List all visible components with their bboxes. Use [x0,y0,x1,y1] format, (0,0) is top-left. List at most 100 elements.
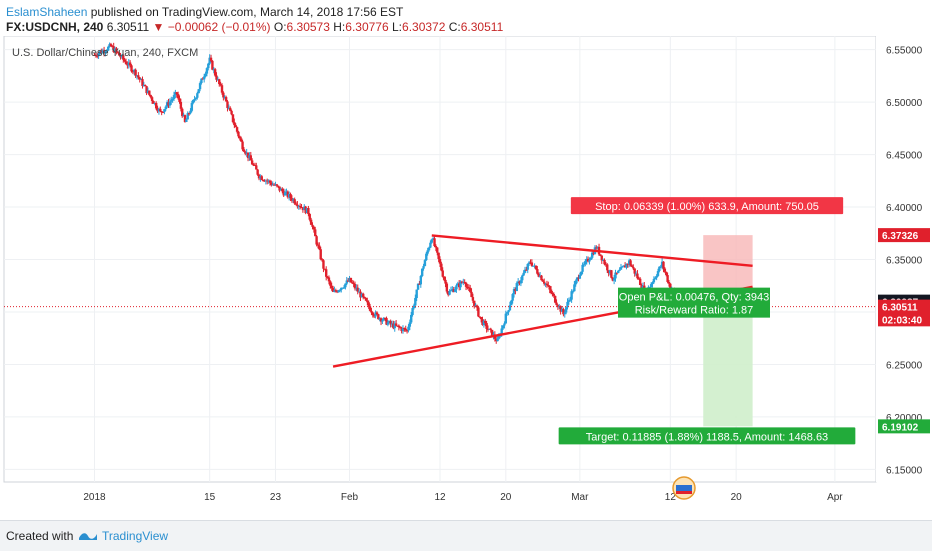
candle-body [619,267,623,270]
candle-body [352,283,355,285]
author-link[interactable]: EslamShaheen [6,5,88,19]
candle-body [453,289,457,292]
candle-body [274,184,277,186]
candle-body [527,262,531,264]
candle-body [216,79,220,81]
candle-body [235,127,239,132]
price-axis[interactable]: 6.550006.500006.450006.400006.350006.300… [876,36,932,482]
candle-body [563,312,566,315]
candle-body [507,310,510,313]
candle-body [504,313,508,324]
candle-body [430,239,433,243]
candle-body [292,199,295,201]
candle-body [113,48,117,53]
candle-body [351,282,354,284]
price-tag-bg [878,419,930,434]
candle-body [283,192,287,196]
price-chart[interactable]: Stop: 0.06339 (1.00%) 633.9, Amount: 750… [0,36,932,520]
candle-body [522,272,525,276]
candle-body [638,278,642,286]
candle-body [600,255,603,261]
candle-body [229,107,232,111]
candle-body [211,60,214,70]
tradingview-brand-link[interactable]: TradingView [102,529,169,543]
candle-body [202,76,206,80]
candle-body [447,291,450,295]
candle-body [233,122,236,126]
tradingview-logo-icon[interactable] [78,529,98,543]
candle-body [588,259,591,262]
candle-body [503,323,506,326]
candle-body [174,92,177,96]
last-price: 6.30511 [106,20,150,34]
candle-body [426,250,429,254]
candle-body [658,266,661,272]
candle-body [192,100,195,104]
price-tag: 6.37326 [882,231,919,242]
candle-body [346,280,350,282]
candle-body [278,186,281,191]
candle-body [567,300,571,302]
candle-body [569,299,572,301]
candle-body [325,269,328,277]
candle-body [241,141,244,150]
candle-body [309,219,313,225]
candle-body [543,281,546,284]
candle-body [536,269,539,274]
candle-body [508,305,512,311]
candle-body [201,78,205,80]
candle-body [215,75,218,80]
candle-body [372,315,376,317]
candle-body [367,302,370,307]
candle-body [501,325,505,329]
candle-body [459,281,462,288]
candle-body [270,182,273,185]
candle-body [641,285,645,289]
candle-body [123,59,126,62]
candle-body [478,316,481,318]
target-zone [703,301,753,427]
time-axis[interactable]: 2018 15 23 Feb 12 20 Mar 12 20 Apr [83,492,843,503]
candle-body [617,270,620,273]
candle-body [138,77,141,80]
candle-body [495,338,498,342]
candle-body [649,284,653,287]
candle-body [415,289,418,299]
candle-body [127,62,130,66]
candle-body [403,327,406,329]
candle-body [393,323,396,329]
candle-body [135,75,139,77]
candle-body [271,184,274,186]
candle-body [615,272,619,274]
candle-body [159,108,162,112]
candle-body [285,191,288,193]
candle-body [366,300,369,303]
candle-body [213,69,217,76]
candle-body [293,199,296,204]
candle-body [486,328,490,330]
candle-body [545,283,549,286]
candle-body [416,283,420,290]
candle-body [457,283,461,288]
candle-body [316,244,320,246]
candle-body [124,61,128,65]
candle-body [475,305,479,308]
candle-body [586,258,590,262]
candle-body [556,305,560,308]
candle-body [420,268,424,276]
price-tag-bg [878,312,930,327]
candle-body [266,180,269,182]
candle-body [141,79,144,86]
candle-body [100,51,103,54]
candle-body [207,63,210,69]
price-tick-label: 6.55000 [886,46,923,57]
candle-body [566,301,569,308]
candle-body [560,309,564,312]
candle-body [234,125,237,128]
candle-body [394,323,398,326]
candle-body [290,198,294,201]
candle-body [289,194,292,199]
candle-body [111,46,114,48]
time-tick-label: Feb [341,492,359,503]
candle-body [596,246,599,249]
